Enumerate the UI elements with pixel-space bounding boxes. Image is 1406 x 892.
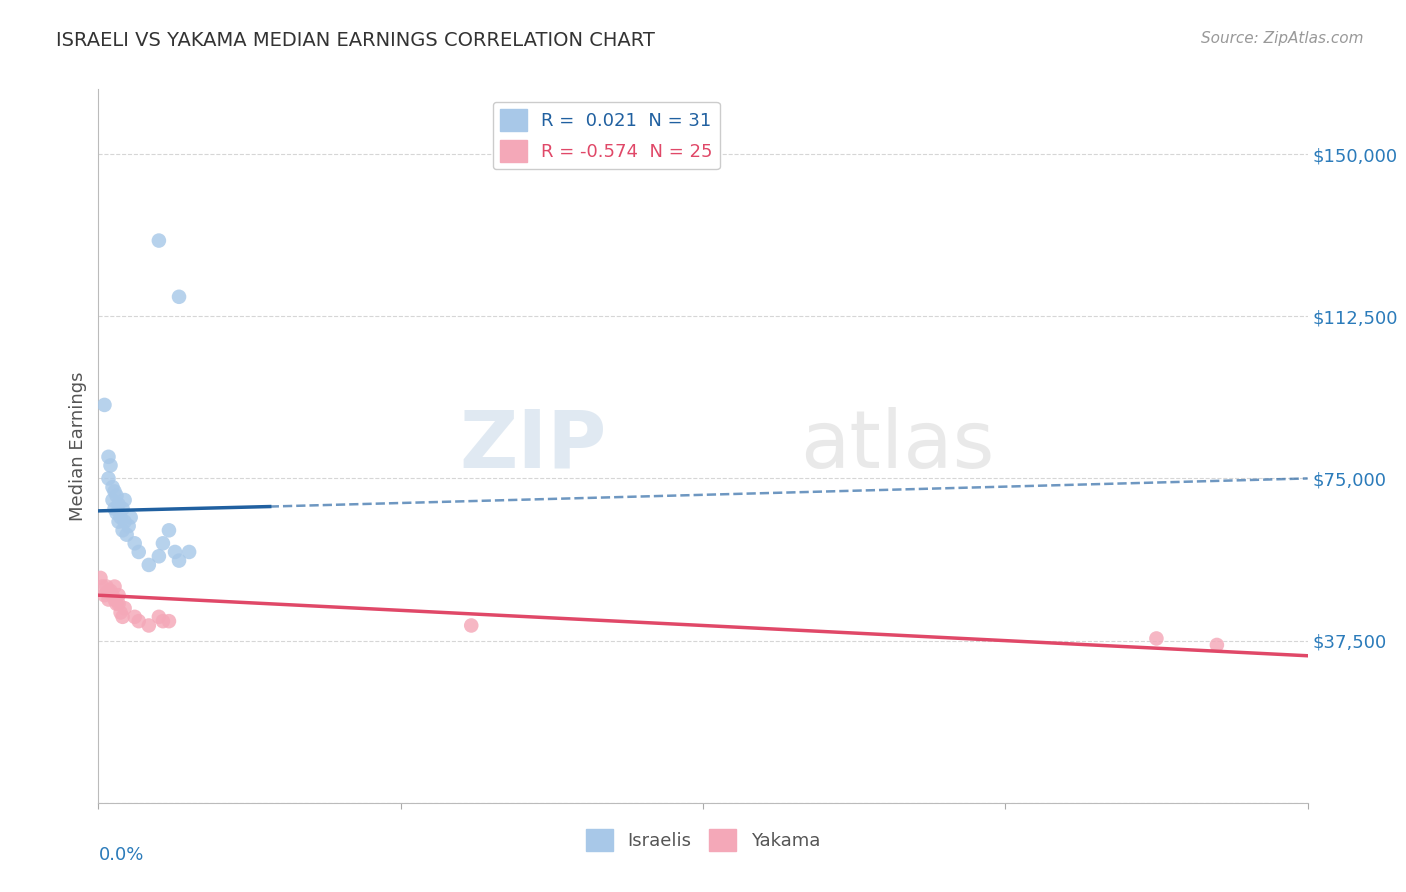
Point <box>115 527 138 541</box>
Point <box>163 545 186 559</box>
Text: ZIP: ZIP <box>458 407 606 485</box>
Point <box>114 493 136 508</box>
Point <box>105 506 128 520</box>
Point <box>148 234 170 248</box>
Point <box>111 501 134 516</box>
Y-axis label: Median Earnings: Median Earnings <box>69 371 87 521</box>
Point <box>103 501 125 516</box>
Point <box>110 510 132 524</box>
Point <box>114 515 136 529</box>
Point <box>128 545 150 559</box>
Point <box>93 398 115 412</box>
Point <box>111 610 134 624</box>
Point <box>91 580 114 594</box>
Point <box>152 614 174 628</box>
Point <box>111 524 134 538</box>
Point <box>167 553 190 567</box>
Point <box>148 549 170 564</box>
Point <box>138 618 160 632</box>
Point <box>101 588 124 602</box>
Point <box>89 571 111 585</box>
Text: 0.0%: 0.0% <box>98 846 143 863</box>
Point <box>101 493 124 508</box>
Point <box>97 471 120 485</box>
Point <box>105 597 128 611</box>
Point <box>100 583 122 598</box>
Point <box>120 510 142 524</box>
Point <box>105 489 128 503</box>
Point <box>97 592 120 607</box>
Point <box>138 558 160 572</box>
Legend: Israelis, Yakama: Israelis, Yakama <box>578 822 828 858</box>
Text: Source: ZipAtlas.com: Source: ZipAtlas.com <box>1201 31 1364 46</box>
Point <box>157 524 180 538</box>
Point <box>103 580 125 594</box>
Point <box>97 450 120 464</box>
Point <box>107 497 129 511</box>
Point <box>460 618 482 632</box>
Point <box>157 614 180 628</box>
Text: atlas: atlas <box>800 407 994 485</box>
Point <box>107 588 129 602</box>
Point <box>152 536 174 550</box>
Point <box>97 583 120 598</box>
Point <box>1146 632 1168 646</box>
Point <box>100 458 122 473</box>
Point <box>124 610 146 624</box>
Point <box>107 597 129 611</box>
Point <box>114 601 136 615</box>
Point <box>110 606 132 620</box>
Point <box>124 536 146 550</box>
Point <box>167 290 190 304</box>
Point <box>101 480 124 494</box>
Point <box>148 610 170 624</box>
Point <box>1206 638 1229 652</box>
Point <box>128 614 150 628</box>
Point <box>93 588 115 602</box>
Point <box>96 580 118 594</box>
Point <box>107 515 129 529</box>
Point <box>118 519 141 533</box>
Point <box>103 592 125 607</box>
Text: ISRAELI VS YAKAMA MEDIAN EARNINGS CORRELATION CHART: ISRAELI VS YAKAMA MEDIAN EARNINGS CORREL… <box>56 31 655 50</box>
Point <box>103 484 125 499</box>
Point <box>179 545 201 559</box>
